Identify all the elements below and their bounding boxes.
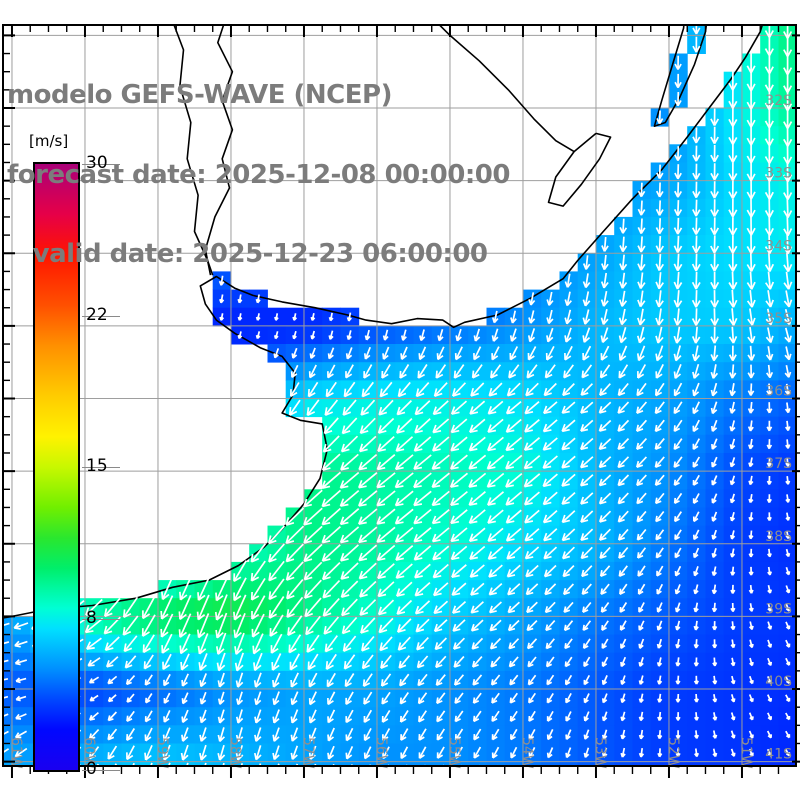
lat-label-41S: 41S	[765, 747, 792, 763]
coastline-parana-river	[173, 25, 214, 276]
colorbar-tick-line	[82, 467, 120, 468]
lat-label-33S: 33S	[765, 166, 792, 182]
colorbar-tick-label-8: 8	[86, 607, 97, 628]
lon-label-53W: 53W	[592, 737, 608, 769]
coastline-coast-main	[3, 25, 764, 619]
colorbar-unit-label: [m/s]	[29, 132, 69, 150]
title-block: modelo GEFS-WAVE (NCEP) forecast date: 2…	[7, 29, 510, 321]
lat-label-32S: 32S	[765, 93, 792, 109]
lat-label-38S: 38S	[765, 529, 792, 545]
valid-date-line: valid date: 2025-12-23 06:00:00	[7, 239, 488, 269]
colorbar-tick-line	[82, 770, 120, 771]
lon-label-54W: 54W	[519, 737, 535, 769]
lat-label-35S: 35S	[765, 311, 792, 327]
coastline-brazil-uruguay-border	[438, 25, 575, 153]
lon-label-59W: 59W	[154, 737, 170, 769]
lat-label-40S: 40S	[765, 674, 792, 690]
lon-label-56W: 56W	[373, 737, 389, 769]
lon-label-58W: 58W	[227, 737, 243, 769]
lat-label-36S: 36S	[765, 384, 792, 400]
lat-label-34S: 34S	[765, 238, 792, 254]
forecast-date-line: forecast date: 2025-12-08 00:00:00	[7, 159, 510, 190]
map-title: modelo GEFS-WAVE (NCEP)	[7, 80, 392, 110]
coastline-lagoa-mirim	[547, 132, 612, 207]
lon-label-57W: 57W	[300, 737, 316, 769]
lat-label-39S: 39S	[765, 601, 792, 617]
colorbar-tick-label-0: 0	[86, 759, 97, 779]
coastline-uruguay-river	[204, 25, 234, 276]
colorbar-tick-line	[82, 315, 120, 317]
colorbar-gradient	[33, 162, 80, 772]
colorbar-tick-label-22: 22	[86, 304, 108, 325]
colorbar: [m/s] 30 22 15 8 0	[29, 132, 120, 778]
colorbar-tick-label-15: 15	[86, 456, 108, 476]
coastline-lagoa-dos-patos	[653, 25, 708, 127]
lat-label-37S: 37S	[765, 456, 792, 472]
lon-label-55W: 55W	[446, 737, 462, 769]
lon-label-52W: 52W	[665, 737, 681, 769]
colorbar-tick-line	[82, 164, 120, 165]
colorbar-tick-line	[82, 618, 120, 620]
lon-label-51W: 51W	[738, 737, 754, 769]
lon-label-61W: 61W	[8, 737, 24, 769]
colorbar-tick-label-30: 30	[86, 153, 108, 173]
lon-label-60W: 60W	[81, 737, 97, 769]
